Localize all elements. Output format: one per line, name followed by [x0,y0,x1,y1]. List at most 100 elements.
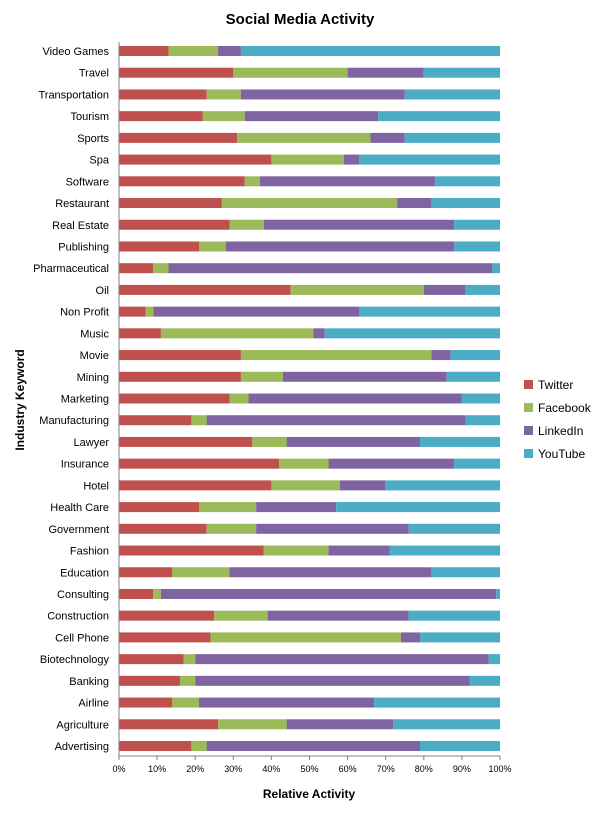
y-tick-label: Marketing [61,394,109,406]
bar-segment-youtube [404,89,500,100]
bar-segment-youtube [454,458,500,469]
bar-segment-twitter [119,610,215,621]
y-tick-label: Lawyer [74,437,110,449]
bar-segment-youtube [496,588,500,599]
bar-segment-facebook [191,741,207,751]
bar-segment-linkedin [328,458,455,469]
y-tick-label: Health Care [50,502,109,514]
bar-segment-facebook [244,176,260,187]
bar-segment-youtube [385,480,500,491]
y-tick-label: Hotel [83,480,109,492]
bar-segment-facebook [210,632,401,643]
bar-segment-facebook [172,697,200,708]
y-tick-label: Advertising [55,741,109,753]
bar-segment-youtube [378,111,500,122]
bar-segment-linkedin [244,111,379,122]
bar-segment-facebook [179,675,196,686]
bar-segment-linkedin [286,719,394,730]
y-tick-label: Manufacturing [39,415,109,427]
bar-segment-twitter [119,741,192,751]
bar-segment-youtube [419,436,500,447]
bar-segment-twitter [119,198,222,209]
bar-segment-facebook [199,241,226,252]
bar-segment-twitter [119,415,192,426]
bar-segment-twitter [119,480,272,491]
x-tick-label: 0% [112,764,125,774]
bar-segment-linkedin [218,46,241,56]
bar-segment-facebook [191,415,207,426]
y-tick-label: Cell Phone [55,632,109,644]
bar-segment-facebook [160,328,314,339]
bar-segment-twitter [119,67,234,78]
bar-segment-twitter [119,697,173,708]
bar-segment-youtube [450,350,500,361]
bar-segment-linkedin [153,306,360,317]
bar-segment-facebook [271,154,344,165]
y-tick-label: Mining [77,372,109,384]
x-tick-label: 20% [186,764,204,774]
bar-segment-linkedin [347,67,424,78]
legend-label-facebook: Facebook [538,401,592,415]
legend-swatch-linkedin [524,426,533,435]
bar-segment-linkedin [248,393,462,404]
bar-segment-linkedin [206,741,420,751]
bar-segment-facebook [229,393,249,404]
bar-segment-facebook [183,654,196,665]
bar-segment-twitter [119,176,245,187]
bar-segment-linkedin [263,219,455,230]
y-tick-label: Oil [96,285,109,297]
bar-segment-linkedin [256,502,337,513]
bar-segment-youtube [454,219,500,230]
bar-segment-youtube [404,132,500,143]
bar-segment-youtube [408,523,500,534]
bar-segment-twitter [119,675,180,686]
bar-segment-twitter [119,284,291,295]
bar-segment-linkedin [199,697,375,708]
y-tick-label: Education [60,567,109,579]
bar-segment-facebook [229,219,264,230]
bar-segment-twitter [119,588,154,599]
bar-segment-linkedin [259,176,436,187]
y-tick-label: Biotechnology [40,654,110,666]
bar-segment-linkedin [423,284,466,295]
bar-segment-linkedin [256,523,409,534]
x-tick-label: 60% [339,764,357,774]
y-tick-label: Consulting [57,589,109,601]
bar-segment-youtube [465,284,500,295]
bar-segment-youtube [465,415,500,426]
bar-segment-linkedin [328,545,390,556]
bar-segment-linkedin [397,198,432,209]
bar-segment-linkedin [240,89,405,100]
bar-segment-youtube [431,198,500,209]
y-tick-label: Airline [78,698,109,710]
y-tick-label: Video Games [43,46,110,58]
bar-segment-twitter [119,632,211,643]
bar-segment-linkedin [282,371,447,382]
bar-segment-youtube [359,154,500,165]
bar-segment-youtube [389,545,500,556]
bar-segment-youtube [374,697,500,708]
bar-segment-facebook [240,350,432,361]
bar-segment-twitter [119,46,169,56]
bar-segment-twitter [119,89,207,100]
bar-segment-linkedin [339,480,386,491]
bar-segment-facebook [168,46,219,56]
bar-segment-facebook [172,567,230,578]
bar-segment-facebook [218,719,287,730]
x-tick-label: 80% [415,764,433,774]
bar-segment-twitter [119,350,241,361]
bar-segment-youtube [324,328,500,339]
bar-segment-twitter [119,219,230,230]
y-axis-title: Industry Keyword [13,349,27,450]
bar-segment-linkedin [286,436,420,447]
bar-segment-twitter [119,458,280,469]
bar-segment-linkedin [313,328,325,339]
bar-segment-youtube [431,567,500,578]
bar-segment-twitter [119,567,173,578]
bar-segment-youtube [446,371,500,382]
y-tick-label: Software [66,176,109,188]
bar-segment-twitter [119,263,154,274]
y-tick-label: Banking [69,676,109,688]
bar-segment-twitter [119,502,200,513]
